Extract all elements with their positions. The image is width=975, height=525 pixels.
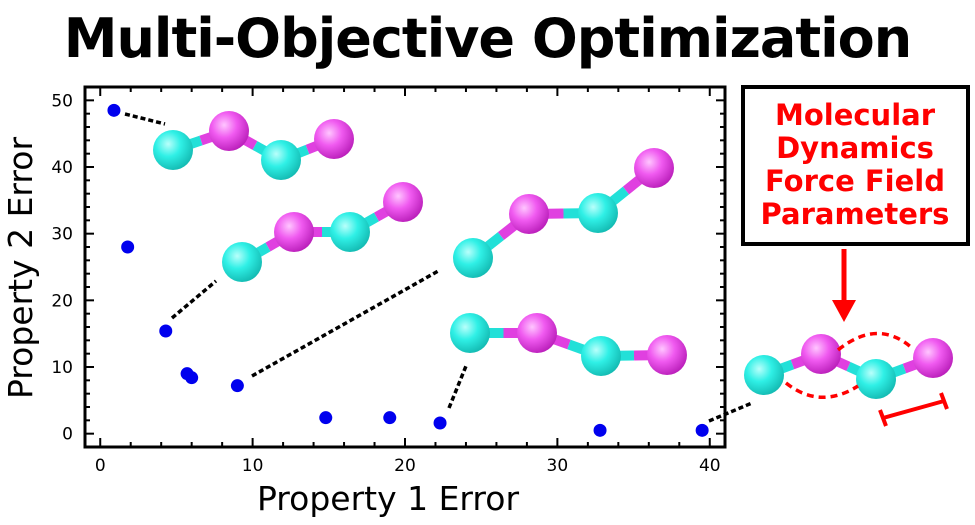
data-point [383, 411, 397, 425]
atom [913, 338, 953, 378]
annotation-line: Molecular [775, 98, 936, 132]
data-point [433, 416, 447, 430]
y-tick-labels: 0 10 20 30 40 50 [51, 91, 73, 444]
molecule [222, 182, 423, 282]
data-point [593, 423, 607, 437]
molecule [744, 334, 953, 399]
atom [647, 335, 687, 375]
data-point [185, 371, 199, 385]
y-tick-label: 0 [62, 425, 73, 445]
leader-line [170, 279, 218, 320]
data-point [159, 324, 173, 338]
atom [744, 355, 784, 395]
atom [383, 182, 423, 222]
axis-ticks [85, 87, 725, 447]
atom [330, 212, 370, 252]
atom [153, 130, 193, 170]
y-axis-label: Property 2 Error [1, 137, 40, 399]
x-tick-label: 10 [242, 456, 264, 476]
arrow-icon [832, 249, 856, 322]
atom [314, 119, 354, 159]
data-point [695, 423, 709, 437]
bond-length-marker [878, 392, 949, 427]
x-tick-label: 30 [547, 456, 569, 476]
atom [856, 359, 896, 399]
x-tick-labels: 0 10 20 30 40 [95, 456, 721, 476]
atom [578, 193, 618, 233]
data-point [121, 240, 135, 254]
data-points [107, 103, 709, 437]
annotation-line: Parameters [761, 197, 950, 231]
molecule-illustrations [153, 111, 953, 399]
atom [509, 194, 549, 234]
x-tick-label: 40 [699, 456, 721, 476]
atom [274, 212, 314, 252]
leader-line [124, 112, 166, 126]
molecule [453, 148, 674, 278]
molecule [450, 313, 687, 376]
data-point [107, 103, 121, 117]
annotation-line: Dynamics [776, 131, 934, 165]
page-title: Multi-Objective Optimization [63, 7, 912, 70]
atom [517, 313, 557, 353]
y-tick-label: 40 [51, 158, 73, 178]
dihedral-marker [836, 331, 914, 352]
leader-lines [124, 112, 753, 423]
annotation-line: Force Field [765, 164, 945, 198]
atom [209, 111, 249, 151]
leader-line [708, 401, 753, 423]
annotation-box [741, 85, 970, 246]
atom [450, 313, 490, 353]
data-point [230, 379, 244, 393]
atom [634, 148, 674, 188]
atom [222, 242, 262, 282]
molecule [153, 111, 354, 180]
data-point [319, 411, 333, 425]
x-tick-label: 20 [394, 456, 416, 476]
y-tick-label: 10 [51, 358, 73, 378]
leader-line [447, 365, 468, 409]
atom [801, 334, 841, 374]
y-tick-label: 20 [51, 291, 73, 311]
atom [453, 238, 493, 278]
y-tick-label: 30 [51, 225, 73, 245]
atom [581, 336, 621, 376]
x-axis-label: Property 1 Error [257, 479, 519, 518]
leader-line [251, 268, 441, 378]
x-tick-label: 0 [95, 456, 106, 476]
angle-marker [784, 381, 859, 399]
atom [261, 140, 301, 180]
y-tick-label: 50 [51, 91, 73, 111]
